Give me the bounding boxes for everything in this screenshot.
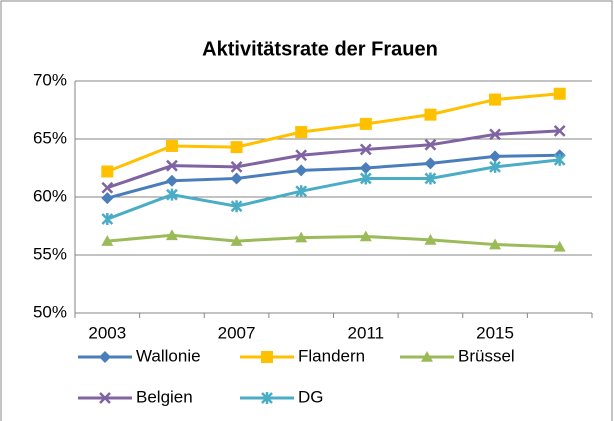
series-line — [106, 92, 560, 173]
marker — [424, 108, 437, 121]
legend-label: Flandern — [298, 346, 365, 365]
marker — [101, 213, 114, 226]
y-tick-label: 70% — [33, 70, 67, 89]
y-tick-label: 50% — [33, 302, 67, 321]
marker — [295, 164, 308, 177]
legend-label: Brüssel — [458, 346, 515, 365]
y-tick-label: 55% — [33, 244, 67, 263]
marker — [424, 233, 437, 245]
series-line — [106, 153, 560, 200]
marker — [295, 185, 308, 198]
marker — [165, 229, 178, 241]
marker — [230, 200, 243, 213]
marker — [421, 351, 433, 362]
series-line — [107, 233, 560, 249]
marker — [101, 192, 114, 205]
marker — [99, 392, 111, 404]
marker — [424, 138, 437, 151]
marker — [295, 149, 308, 162]
marker — [101, 165, 114, 178]
marker — [295, 126, 308, 139]
marker — [553, 87, 566, 100]
legend-label: Belgien — [136, 387, 193, 406]
x-tick-label: 2003 — [88, 323, 126, 342]
chart-title: Aktivitätsrate der Frauen — [202, 38, 438, 60]
marker — [553, 240, 566, 252]
marker — [553, 124, 566, 137]
marker — [424, 157, 437, 170]
marker — [99, 351, 111, 363]
x-tick-label: 2007 — [218, 323, 256, 342]
marker — [359, 230, 372, 242]
marker — [424, 172, 437, 185]
marker — [166, 159, 178, 172]
marker — [165, 174, 178, 187]
marker — [489, 150, 502, 163]
marker — [359, 143, 372, 156]
marker — [489, 128, 501, 141]
marker — [165, 139, 178, 152]
marker — [230, 235, 243, 246]
marker — [101, 235, 114, 246]
x-tick-label: 2011 — [348, 323, 385, 342]
marker — [230, 160, 243, 173]
marker — [489, 93, 502, 106]
marker — [166, 188, 178, 201]
series-line — [106, 158, 560, 221]
series-line — [106, 129, 560, 190]
x-tick-label: 2015 — [476, 323, 514, 342]
legend-label: Wallonie — [136, 346, 201, 365]
marker — [489, 238, 502, 250]
marker — [230, 141, 243, 154]
marker — [489, 160, 501, 173]
marker — [359, 162, 372, 174]
marker — [261, 392, 273, 404]
marker — [261, 351, 273, 363]
marker — [359, 172, 372, 185]
y-tick-label: 60% — [33, 186, 67, 205]
legend-label: DG — [298, 387, 324, 406]
marker — [553, 153, 566, 166]
marker — [230, 172, 243, 185]
marker — [101, 181, 114, 194]
y-tick-label: 65% — [33, 128, 67, 147]
marker — [359, 117, 372, 130]
marker — [295, 231, 308, 243]
